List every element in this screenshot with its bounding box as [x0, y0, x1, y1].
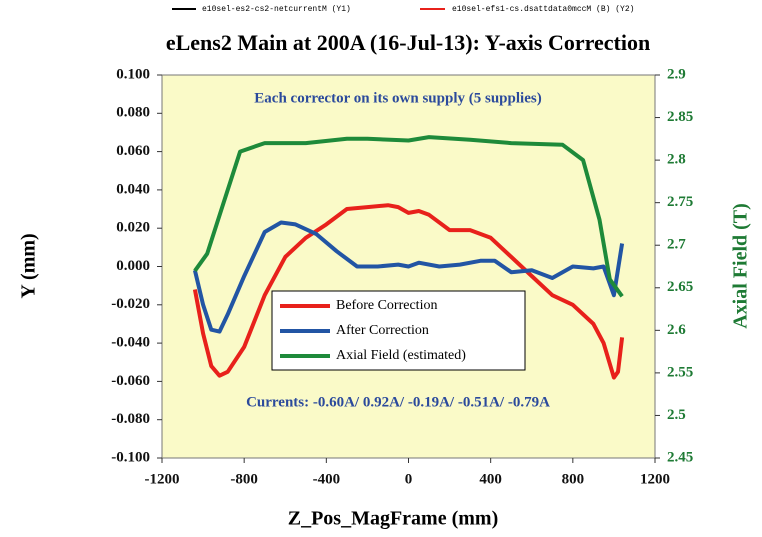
y-tick-label: 0.100: [116, 66, 150, 82]
legend: Before Correction After Correction Axial F…: [271, 290, 526, 371]
y-tick-label: 0.020: [116, 220, 150, 236]
y-tick-label: -0.100: [111, 449, 150, 465]
y2-tick-label: 2.45: [667, 449, 693, 465]
annotation: Each corrector on its own supply (5 supp…: [254, 90, 541, 106]
annotation: Currents: -0.60A/ 0.92A/ -0.19A/ -0.51A/…: [246, 394, 550, 410]
y2-tick-label: 2.65: [667, 279, 693, 295]
top-legend-text: e10sel-es2-cs2-netcurrentM (Y1): [202, 5, 351, 14]
top-legend-text: e10sel-efs1-cs.dsattdata0mccM (B) (Y2): [452, 5, 634, 14]
y-tick-label: -0.060: [111, 373, 150, 389]
y2-tick-label: 2.85: [667, 109, 693, 125]
y2-tick-label: 2.6: [667, 322, 686, 338]
series-line: [192, 203, 625, 380]
x-tick-label: -1200: [145, 471, 180, 487]
x-tick-label: 800: [562, 471, 585, 487]
series-line: [192, 220, 625, 334]
chart-title: eLens2 Main at 200A (16-Jul-13): Y-axis …: [166, 30, 650, 55]
series-line: [193, 135, 624, 298]
y-tick-label: -0.040: [111, 335, 150, 351]
legend-label: Before Correction: [336, 298, 437, 313]
x-tick-label: -400: [313, 471, 341, 487]
y2-tick-label: 2.7: [667, 237, 686, 253]
y2-tick-label: 2.75: [667, 194, 693, 210]
y2-tick-label: 2.8: [667, 152, 686, 168]
y-tick-label: -0.080: [111, 411, 150, 427]
legend-label: After Correction: [336, 323, 429, 338]
y-axis-label: Y (mm): [18, 233, 40, 298]
y-tick-label: 0.080: [116, 105, 150, 121]
y-tick-label: -0.020: [111, 296, 150, 312]
y-tick-label: 0.000: [116, 258, 150, 274]
y2-tick-label: 2.5: [667, 407, 686, 423]
y2-tick-label: 2.9: [667, 66, 686, 82]
x-tick-label: 0: [405, 471, 413, 487]
x-tick-label: 1200: [640, 471, 670, 487]
x-axis-label: Z_Pos_MagFrame (mm): [288, 508, 499, 530]
y2-axis-label: Axial Field (T): [730, 203, 752, 329]
legend-label: Axial Field (estimated): [336, 348, 466, 363]
x-tick-label: -800: [230, 471, 258, 487]
y2-tick-label: 2.55: [667, 364, 693, 380]
x-tick-label: 400: [479, 471, 502, 487]
y-tick-label: 0.060: [116, 143, 150, 159]
y-tick-label: 0.040: [116, 181, 150, 197]
